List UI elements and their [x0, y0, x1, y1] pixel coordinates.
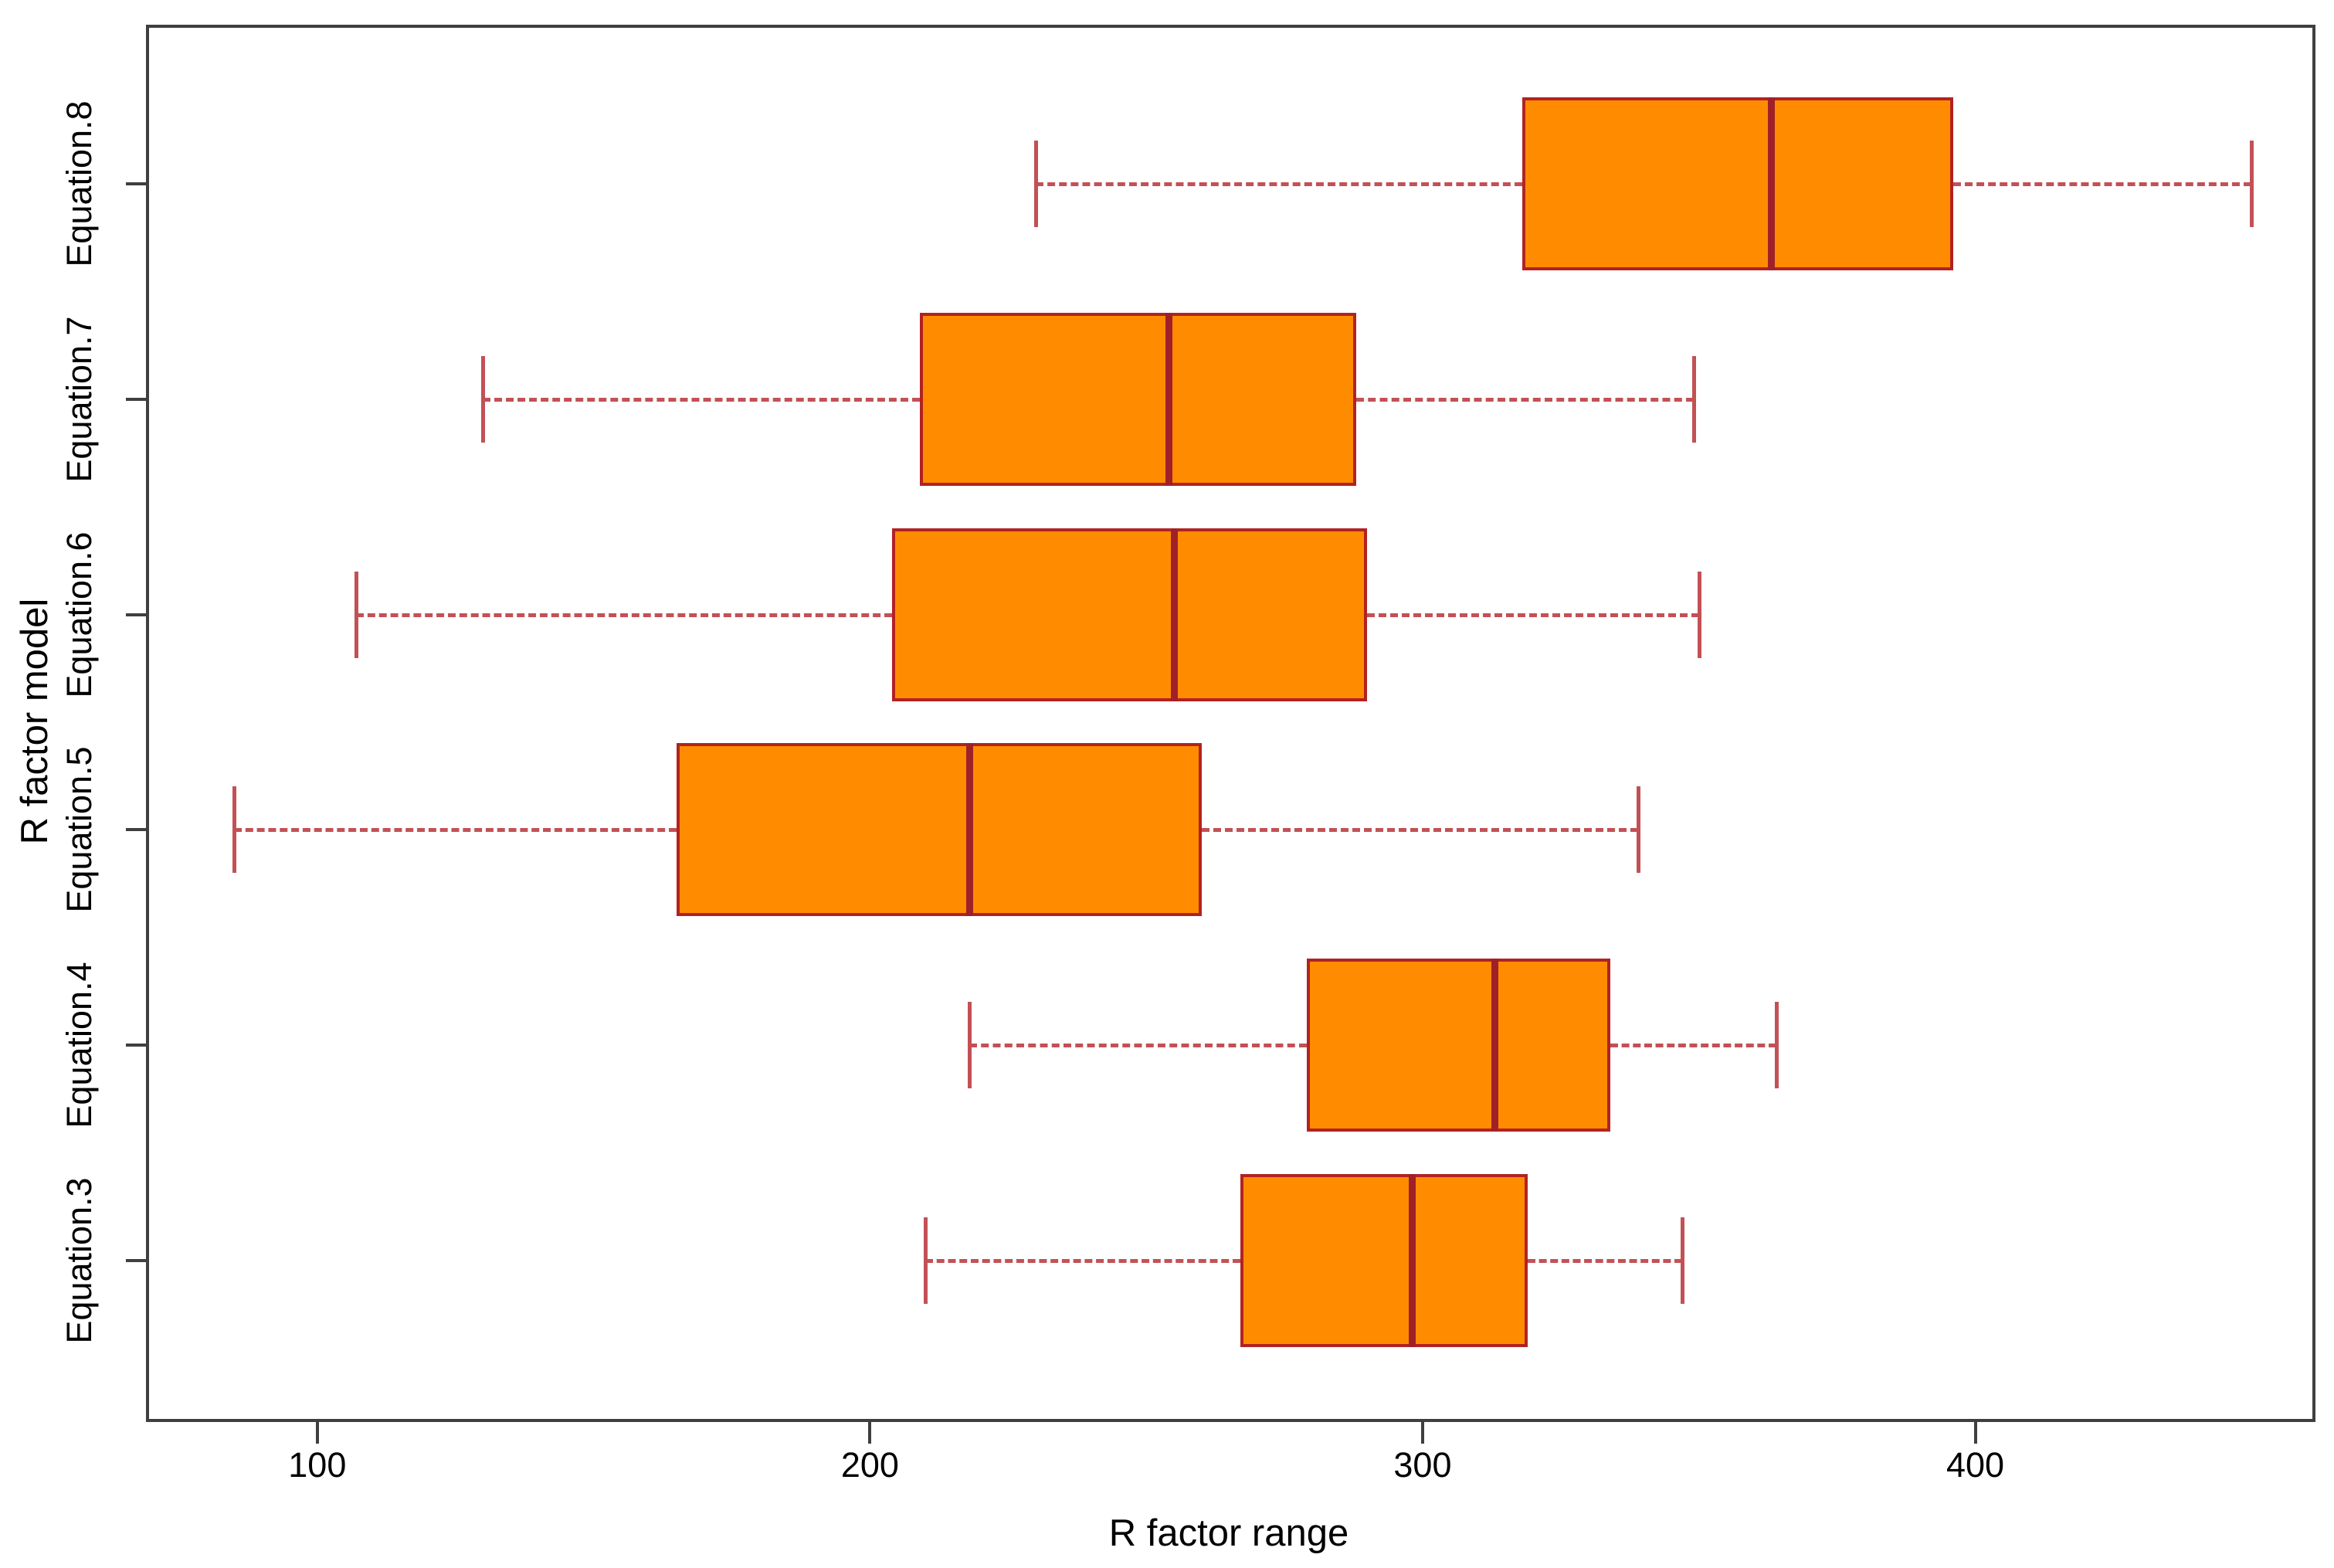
whisker-cap-high: [1637, 786, 1640, 874]
median-line: [1165, 312, 1172, 486]
whisker-line-low: [234, 828, 677, 833]
y-tick-mark: [126, 828, 146, 832]
y-tick-mark: [126, 613, 146, 616]
y-tick-mark: [126, 182, 146, 185]
whisker-line-low: [1036, 182, 1522, 186]
x-axis-title: R factor range: [1108, 1512, 1349, 1554]
x-tick-mark: [868, 1422, 872, 1444]
y-tick-label-Equation.3: Equation.3: [59, 1177, 99, 1344]
x-tick-mark: [315, 1422, 319, 1444]
whisker-cap-high: [1681, 1217, 1685, 1304]
whisker-line-high: [1952, 182, 2252, 186]
y-tick-label-Equation.7: Equation.7: [59, 316, 99, 483]
median-line: [1170, 528, 1178, 701]
whisker-cap-high: [2250, 141, 2254, 227]
box-Equation.5: [676, 743, 1202, 917]
x-tick-mark: [1973, 1422, 1977, 1444]
whisker-cap-high: [1691, 355, 1696, 443]
whisker-cap-low: [481, 355, 486, 443]
median-line: [1491, 959, 1498, 1132]
box-Equation.6: [892, 528, 1368, 701]
box-Equation.4: [1306, 959, 1611, 1132]
whisker-line-high: [1201, 828, 1638, 833]
x-tick-label: 100: [288, 1445, 347, 1485]
whisker-line-low: [355, 613, 892, 617]
y-tick-mark: [126, 1044, 146, 1047]
whisker-cap-low: [968, 1002, 972, 1089]
y-tick-label-Equation.4: Equation.4: [59, 962, 99, 1128]
x-tick-label: 400: [1946, 1445, 2005, 1485]
whisker-cap-high: [1697, 571, 1701, 658]
whisker-cap-low: [232, 786, 237, 874]
x-tick-label: 300: [1393, 1445, 1452, 1485]
box-Equation.7: [919, 312, 1357, 486]
median-line: [1408, 1174, 1416, 1347]
whisker-cap-low: [354, 571, 358, 658]
whisker-cap-high: [1774, 1002, 1779, 1089]
x-tick-label: 200: [840, 1445, 899, 1485]
whisker-cap-low: [1034, 141, 1039, 227]
whisker-line-low: [924, 1259, 1240, 1263]
y-tick-label-Equation.6: Equation.6: [59, 531, 99, 698]
whisker-line-low: [969, 1044, 1307, 1048]
y-tick-label-Equation.8: Equation.8: [59, 100, 99, 267]
box-Equation.3: [1240, 1174, 1528, 1347]
whisker-cap-low: [923, 1217, 928, 1304]
median-line: [966, 743, 974, 917]
box-Equation.8: [1522, 97, 1953, 270]
y-axis-title: R factor model: [14, 598, 56, 845]
plot-area: [146, 25, 2315, 1422]
whisker-line-high: [1527, 1259, 1683, 1263]
whisker-line-high: [1610, 1044, 1776, 1048]
x-tick-mark: [1420, 1422, 1424, 1444]
whisker-line-high: [1356, 397, 1694, 402]
median-line: [1767, 97, 1775, 270]
y-tick-label-Equation.5: Equation.5: [59, 746, 99, 913]
whisker-line-low: [483, 397, 920, 402]
whisker-line-high: [1367, 613, 1699, 617]
y-tick-mark: [126, 397, 146, 401]
y-tick-mark: [126, 1259, 146, 1262]
